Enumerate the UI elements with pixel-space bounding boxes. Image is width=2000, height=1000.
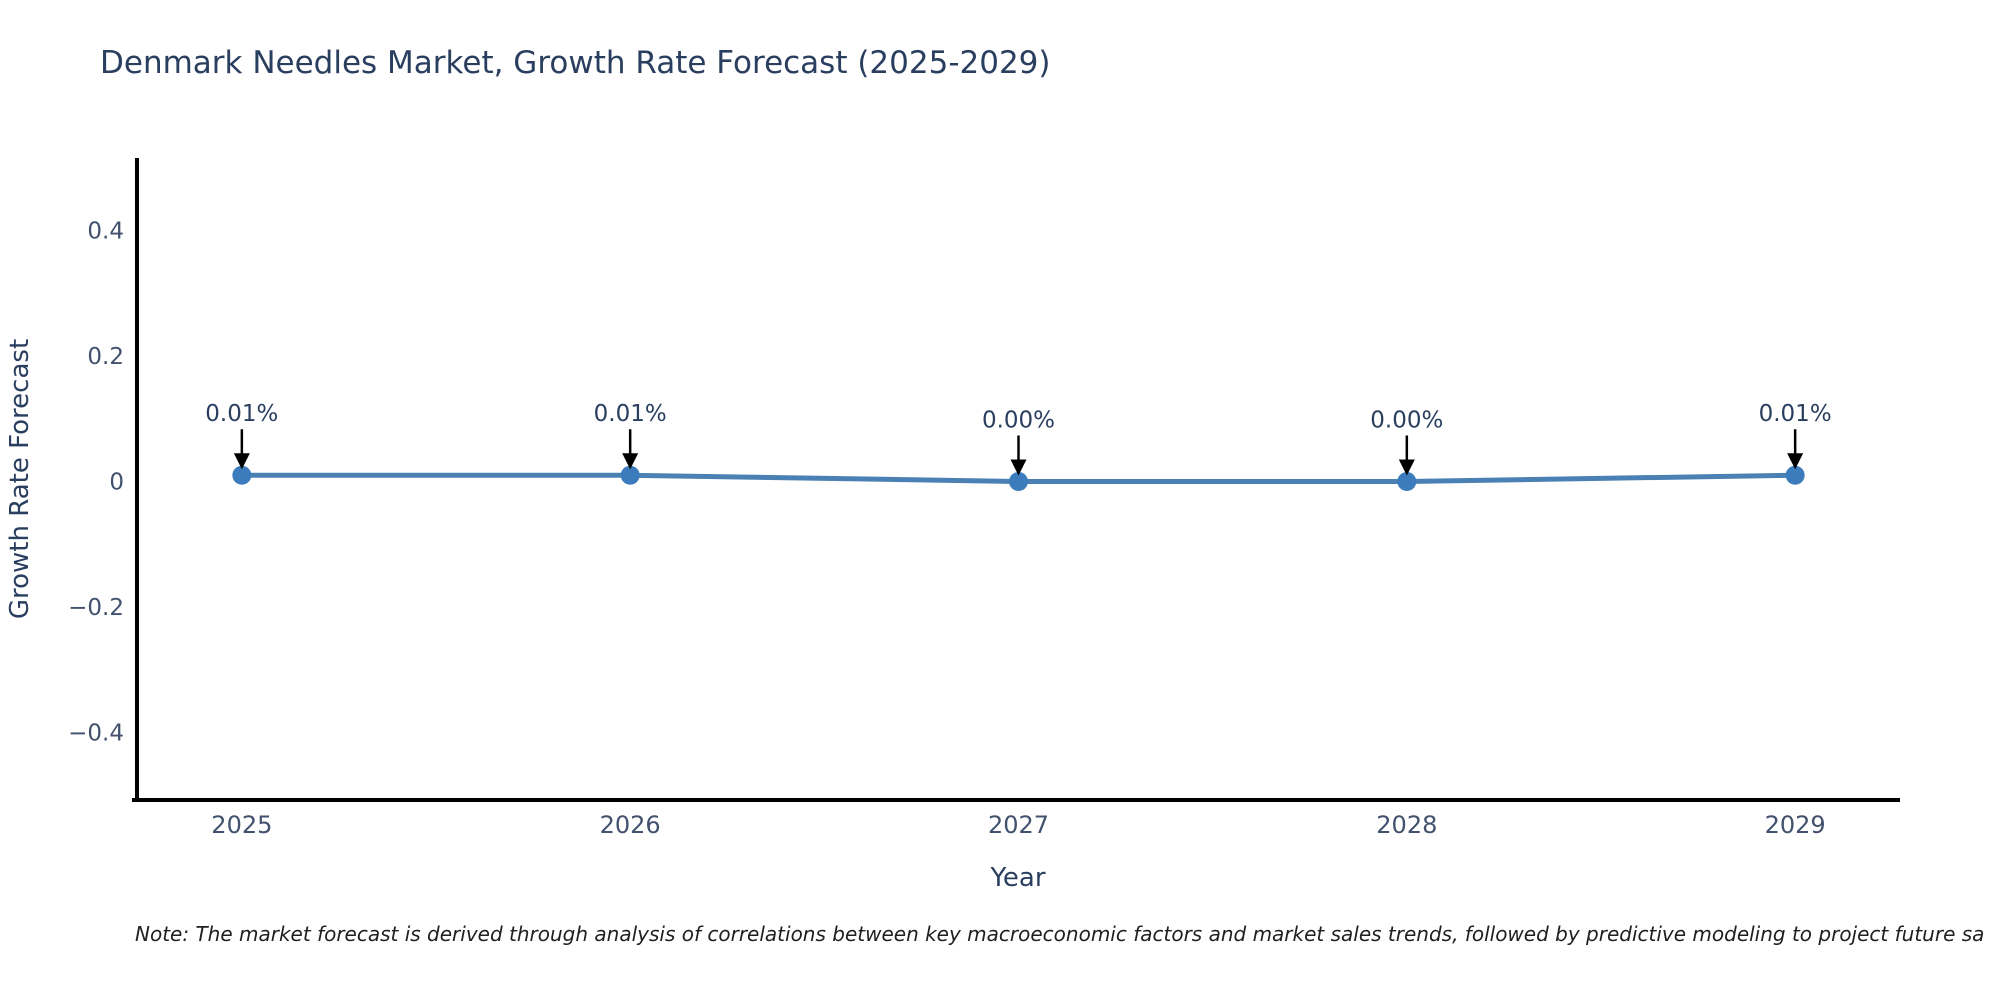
x-tick-label: 2026 <box>600 811 661 839</box>
point-value-label: 0.00% <box>982 408 1055 434</box>
annotation-arrowhead-icon <box>1787 453 1804 470</box>
data-point-marker <box>1785 465 1805 485</box>
chart-title: Denmark Needles Market, Growth Rate Fore… <box>100 45 1051 81</box>
data-point-marker <box>1397 472 1417 492</box>
y-tick-label: 0.2 <box>87 344 124 370</box>
annotation-arrowhead-icon <box>1010 459 1027 476</box>
point-value-label: 0.01% <box>1759 401 1832 427</box>
y-tick-labels: −0.4 −0.2 0 0.2 0.4 <box>68 219 124 747</box>
axes <box>132 158 1900 802</box>
y-tick-label: 0 <box>109 470 124 496</box>
y-tick-label: −0.2 <box>68 595 124 621</box>
x-tick-label: 2025 <box>211 811 272 839</box>
annotation-arrowhead-icon <box>622 453 639 470</box>
point-value-label: 0.01% <box>594 401 667 427</box>
x-axis-title: Year <box>989 863 1045 893</box>
point-value-label: 0.01% <box>205 401 278 427</box>
point-annotations: 0.01% 0.01% 0.00% 0.00% 0.01% <box>205 401 1832 476</box>
x-tick-labels: 2025 2026 2027 2028 2029 <box>211 811 1825 839</box>
annotation-arrowhead-icon <box>233 453 250 470</box>
point-value-label: 0.00% <box>1370 408 1443 434</box>
y-axis-title: Growth Rate Forecast <box>5 339 35 619</box>
x-tick-label: 2028 <box>1376 811 1437 839</box>
annotation-arrowhead-icon <box>1398 459 1415 476</box>
x-tick-label: 2027 <box>988 811 1049 839</box>
x-tick-label: 2029 <box>1765 811 1826 839</box>
series-line-group <box>232 465 1805 492</box>
footnote: Note: The market forecast is derived thr… <box>135 922 1984 946</box>
data-point-marker <box>1009 472 1028 492</box>
y-tick-label: −0.4 <box>68 720 124 746</box>
data-point-marker <box>232 465 252 485</box>
y-tick-label: 0.4 <box>87 219 124 245</box>
data-point-marker <box>620 465 640 485</box>
